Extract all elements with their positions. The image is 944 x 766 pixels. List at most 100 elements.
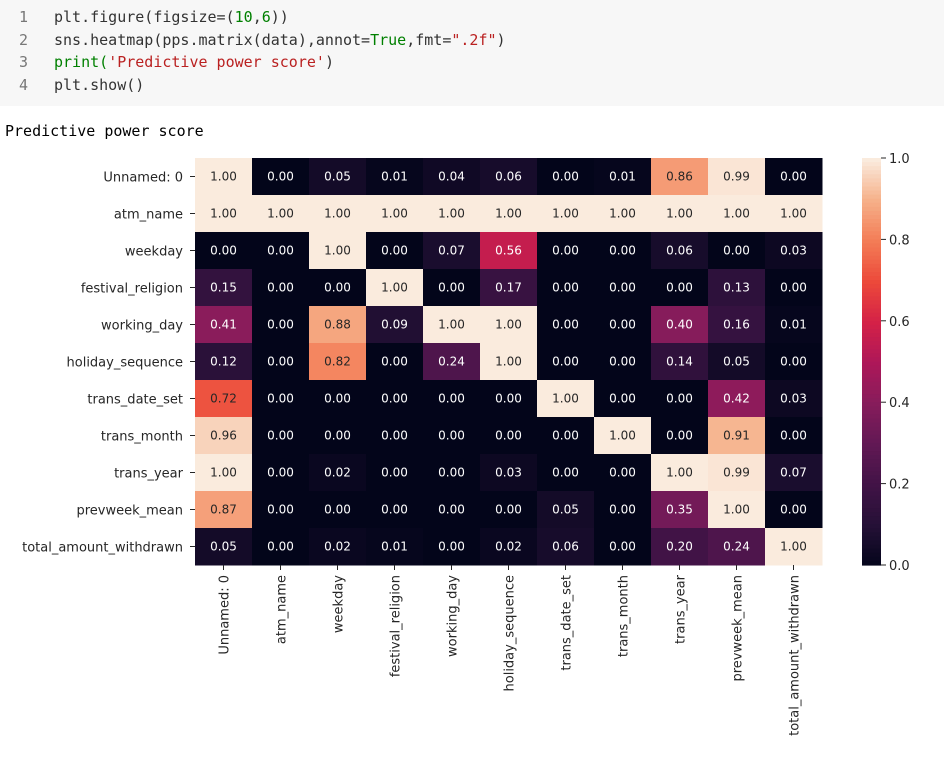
cell-annotation: 0.88: [324, 318, 351, 332]
colorbar-segment: [862, 556, 881, 562]
cell-annotation: 0.06: [552, 540, 579, 554]
heatmap-cell: [480, 380, 538, 418]
heatmap-cell: [651, 528, 709, 566]
cell-annotation: 0.40: [666, 318, 693, 332]
heatmap-cell: [366, 343, 424, 381]
heatmap-cell: [651, 491, 709, 529]
colorbar-segment: [862, 503, 881, 509]
heatmap-cell: [765, 343, 823, 381]
colorbar-segment: [862, 182, 881, 188]
x-tick-label: festival_religion: [389, 575, 404, 677]
cell-annotation: 0.00: [552, 355, 579, 369]
heatmap-cell: [309, 195, 367, 233]
code-line: 4 plt.show(): [0, 74, 944, 97]
colorbar-segment: [862, 483, 881, 489]
heatmap-cell: [309, 380, 367, 418]
colorbar-segment: [862, 178, 881, 184]
cell-annotation: 0.01: [381, 540, 408, 554]
heatmap-cell: [708, 491, 766, 529]
colorbar-segment: [862, 251, 881, 257]
heatmap-cell: [594, 491, 652, 529]
cell-annotation: 1.00: [267, 207, 294, 221]
colorbar-segment: [862, 239, 881, 245]
cell-annotation: 0.00: [381, 355, 408, 369]
heatmap-cell: [195, 343, 253, 381]
cell-annotation: 0.00: [495, 392, 522, 406]
colorbar-segment: [862, 190, 881, 196]
x-tick-label: trans_date_set: [560, 575, 575, 671]
colorbar-segment: [862, 451, 881, 456]
heatmap-cell: [423, 232, 481, 270]
cell-annotation: 0.00: [609, 503, 636, 517]
cell-annotation: 1.00: [495, 355, 522, 369]
colorbar-segment: [862, 296, 881, 302]
colorbar-segment: [862, 166, 881, 171]
heatmap-cell: [537, 195, 595, 233]
colorbar-segment: [862, 259, 881, 265]
code-text: plt.figure(figsize=(10,6)): [54, 6, 289, 29]
heatmap-cell: [252, 454, 310, 492]
colorbar-segment: [862, 280, 881, 285]
colorbar-segment: [862, 267, 881, 273]
colorbar-segment: [862, 194, 881, 200]
heatmap-cell: [537, 343, 595, 381]
heatmap-cell: [594, 269, 652, 307]
colorbar-segment: [862, 186, 881, 192]
colorbar-tick-label: 0.0: [889, 559, 910, 574]
colorbar-segment: [862, 357, 881, 363]
heatmap-cell: [594, 380, 652, 418]
cell-annotation: 0.72: [210, 392, 237, 406]
heatmap-cell: [309, 232, 367, 270]
colorbar-segment: [862, 487, 881, 493]
cell-annotation: 0.07: [780, 466, 807, 480]
heatmap-cell: [366, 417, 424, 455]
heatmap-cell: [366, 158, 424, 196]
heatmap-cell: [651, 343, 709, 381]
cell-annotation: 0.00: [609, 281, 636, 295]
y-tick-label: prevweek_mean: [76, 504, 183, 519]
cell-annotation: 1.00: [381, 207, 408, 221]
heatmap-cell: [252, 380, 310, 418]
cell-annotation: 0.56: [495, 244, 522, 258]
heatmap-cell: [651, 454, 709, 492]
heatmap-cell: [708, 158, 766, 196]
cell-annotation: 0.00: [324, 503, 351, 517]
colorbar-segment: [862, 337, 881, 342]
cell-annotation: 0.17: [495, 281, 522, 295]
heatmap-cell: [195, 454, 253, 492]
cell-annotation: 0.00: [723, 244, 750, 258]
code-token: ".2f": [451, 30, 497, 49]
heatmap-cell: [423, 417, 481, 455]
heatmap-cell: [537, 491, 595, 529]
heatmap-cell: [423, 380, 481, 418]
heatmap-cell: [195, 417, 253, 455]
heatmap-cell: [309, 454, 367, 492]
heatmap-cell: [366, 195, 424, 233]
cell-annotation: 1.00: [780, 207, 807, 221]
colorbar-segment: [862, 402, 881, 407]
colorbar-segment: [862, 349, 881, 354]
code-token: plt.figure(figsize=(: [54, 8, 235, 26]
cell-annotation: 0.00: [552, 429, 579, 443]
code-text: sns.heatmap(pps.matrix(data),annot=True,…: [54, 29, 506, 52]
heatmap-cell: [423, 528, 481, 566]
cell-annotation: 0.00: [381, 466, 408, 480]
heatmap-cell: [765, 269, 823, 307]
heatmap-cell: [708, 306, 766, 344]
cell-annotation: 0.00: [666, 281, 693, 295]
code-token: ): [496, 30, 506, 49]
cell-annotation: 0.00: [609, 392, 636, 406]
cell-annotation: 0.00: [666, 392, 693, 406]
heatmap-cell: [366, 269, 424, 307]
colorbar-tick-label: 0.8: [889, 233, 910, 248]
heatmap-cell: [594, 528, 652, 566]
heatmap-cell: [480, 528, 538, 566]
cell-annotation: 0.05: [723, 355, 750, 369]
heatmap-cell: [708, 528, 766, 566]
cell-annotation: 0.03: [780, 392, 807, 406]
cell-annotation: 0.00: [438, 392, 465, 406]
code-cell[interactable]: 1 plt.figure(figsize=(10,6)) 2 sns.heatmap(…: [0, 0, 944, 106]
code-token: print(: [54, 53, 109, 71]
cell-annotation: 0.14: [666, 355, 693, 369]
heatmap-cell: [480, 195, 538, 233]
